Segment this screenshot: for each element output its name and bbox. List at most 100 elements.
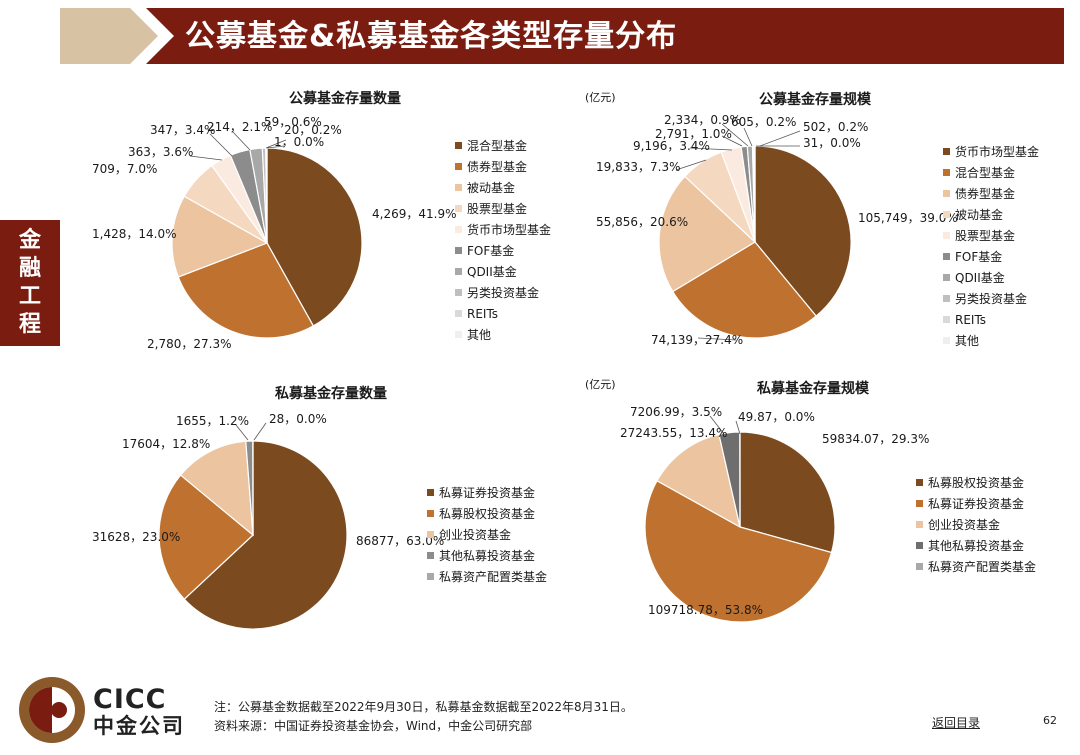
- legend-entry: REITs: [955, 313, 986, 327]
- cicc-logo-icon: [19, 677, 85, 743]
- side-tab-char: 程: [18, 312, 41, 337]
- pie-chart-private-count: 私募基金存量数量 86877，63.0% 31628，23.0% 17604，12.8…: [92, 385, 547, 630]
- legend-swatch: [427, 573, 434, 580]
- legend-swatch: [455, 163, 462, 170]
- header-band: [60, 8, 1064, 64]
- data-label: 59834.07，29.3%: [822, 432, 929, 446]
- legend-swatch: [943, 274, 950, 281]
- pie-chart-public-aum: 公募基金存量规模 (亿元) 105,749，39.0% 74,139，27.4% 55,…: [585, 91, 1039, 348]
- side-tab-char: 融: [18, 256, 41, 281]
- data-label: 214，2.1%: [207, 120, 272, 134]
- legend-entry: 混合型基金: [955, 165, 1015, 180]
- legend-entry: 私募证券投资基金: [928, 496, 1024, 511]
- data-label: 49.87，0.0%: [738, 410, 815, 424]
- legend-entry: 混合型基金: [467, 138, 527, 153]
- leader-line: [721, 123, 749, 147]
- data-label: 74,139，27.4%: [651, 333, 743, 347]
- back-to-contents-link[interactable]: 返回目录: [932, 716, 981, 730]
- pie-slice: [754, 145, 852, 317]
- data-label: 502，0.2%: [803, 120, 868, 134]
- legend-entry: 私募股权投资基金: [439, 506, 535, 521]
- legend-swatch: [943, 232, 950, 239]
- side-tab: [0, 220, 60, 346]
- legend-swatch: [455, 289, 462, 296]
- legend-entry: 其他: [467, 328, 491, 342]
- legend-entry: 股票型基金: [955, 228, 1015, 243]
- side-tab-char: 金: [18, 228, 41, 253]
- leader-line: [253, 422, 267, 441]
- chart-title: 私募基金存量规模: [757, 380, 870, 397]
- legend-swatch: [943, 337, 950, 344]
- legend-swatch: [427, 489, 434, 496]
- data-label: 709，7.0%: [92, 162, 157, 176]
- legend-swatch: [916, 500, 923, 507]
- data-label: 55,856，20.6%: [596, 215, 688, 229]
- legend-swatch: [943, 295, 950, 302]
- legend-entry: 私募资产配置类基金: [439, 569, 547, 584]
- legend-entry: 货币市场型基金: [467, 222, 551, 237]
- legend-entry: 其他: [955, 334, 979, 348]
- header-chevron: [60, 8, 158, 64]
- pie-slice: [183, 440, 348, 630]
- pie-chart-private-aum: 私募基金存量规模 (亿元) 59834.07，29.3% 109718.78，53.8…: [585, 378, 1036, 623]
- legend-entry: QDII基金: [955, 270, 1005, 285]
- data-label: 2,791，1.0%: [655, 127, 732, 141]
- data-label: 347，3.4%: [150, 123, 215, 137]
- data-label: 105,749，39.0%: [858, 211, 958, 225]
- data-label: 7206.99，3.5%: [630, 405, 722, 419]
- data-label: 4,269，41.9%: [372, 207, 456, 221]
- page-number: 62: [1043, 714, 1057, 727]
- pie-slice: [656, 433, 741, 529]
- legend-swatch: [455, 142, 462, 149]
- leader-line: [735, 420, 741, 435]
- legend-swatch: [943, 253, 950, 260]
- legend-swatch: [943, 169, 950, 176]
- data-label: 2,334，0.9%: [664, 113, 741, 127]
- footer-note: 注：公募基金数据截至2022年9月30日，私募基金数据截至2022年8月31日。: [214, 700, 633, 714]
- pie-slice: [644, 479, 833, 623]
- legend-entry: 债券型基金: [467, 159, 527, 174]
- leader-line: [266, 145, 285, 149]
- legend-entry: 其他私募投资基金: [928, 538, 1024, 553]
- leader-line: [675, 159, 707, 171]
- data-label: 31628，23.0%: [92, 530, 180, 544]
- data-label: 1，0.0%: [274, 135, 324, 149]
- leader-line: [209, 133, 233, 157]
- data-label: 19,833，7.3%: [596, 160, 680, 174]
- chart-title: 私募基金存量数量: [275, 385, 387, 402]
- leader-line: [265, 139, 287, 149]
- pie-slice: [266, 147, 363, 327]
- legend-swatch: [427, 531, 434, 538]
- legend-entry: 创业投资基金: [928, 517, 1000, 532]
- legend-swatch: [943, 211, 950, 218]
- legend-swatch: [916, 521, 923, 528]
- leader-line: [709, 415, 725, 435]
- legend-swatch: [427, 552, 434, 559]
- leader-line: [231, 130, 251, 151]
- data-label: 605，0.2%: [731, 115, 796, 129]
- legend-entry: 货币市场型基金: [955, 144, 1039, 159]
- chart-title: 公募基金存量数量: [289, 90, 401, 107]
- pie-slice: [671, 241, 817, 339]
- legend-swatch: [455, 331, 462, 338]
- legend-swatch: [943, 190, 950, 197]
- footer-source: 资料来源：中国证券投资基金协会，Wind，中金公司研究部: [214, 719, 533, 733]
- pie-slice: [179, 440, 254, 537]
- leader-line: [689, 147, 733, 151]
- leader-line: [189, 155, 223, 161]
- pie-slice: [171, 195, 269, 278]
- chart-unit: (亿元): [585, 378, 616, 391]
- legend-swatch: [943, 316, 950, 323]
- leader-line: [721, 135, 743, 147]
- legend-entry: 另类投资基金: [467, 285, 539, 300]
- leader-line: [759, 130, 801, 147]
- chart-title: 公募基金存量规模: [759, 91, 872, 108]
- header-banner: [146, 8, 1064, 64]
- legend-swatch: [916, 479, 923, 486]
- side-tab-char: 工: [18, 284, 41, 309]
- legend-swatch: [427, 510, 434, 517]
- pie-slice: [739, 431, 836, 554]
- legend-swatch: [455, 184, 462, 191]
- pie-slice: [158, 474, 254, 600]
